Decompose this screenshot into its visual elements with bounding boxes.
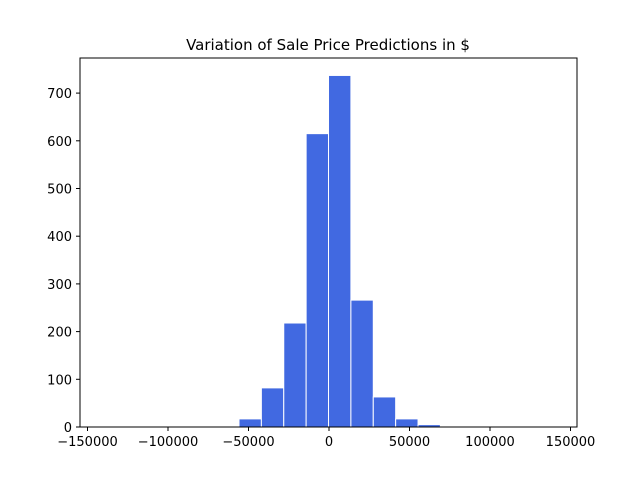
y-tick-label: 500 — [47, 183, 72, 198]
x-tick-label: 150000 — [546, 435, 596, 450]
y-axis-ticks: 0 100 200 300 400 500 600 700 — [47, 87, 80, 436]
y-tick-label: 0 — [64, 421, 72, 436]
y-tick-label: 600 — [47, 135, 72, 150]
x-tick-label: −50000 — [222, 435, 274, 450]
x-axis-ticks: −150000 −100000 −50000 0 50000 100000 150000 — [57, 427, 595, 450]
histogram-bar — [372, 396, 397, 428]
histogram-bar — [328, 74, 352, 428]
histogram-bar — [305, 133, 330, 428]
histogram-bar — [260, 387, 285, 428]
y-tick-label: 200 — [47, 326, 72, 341]
histogram-bar — [350, 299, 374, 428]
x-tick-label: 50000 — [389, 435, 430, 450]
x-tick-label: 100000 — [465, 435, 515, 450]
histogram-bar — [283, 322, 307, 428]
x-tick-label: −150000 — [57, 435, 118, 450]
y-tick-label: 100 — [47, 373, 72, 388]
y-tick-label: 300 — [47, 278, 72, 293]
histogram-bars — [238, 74, 464, 428]
chart-title: Variation of Sale Price Predictions in $ — [186, 36, 470, 54]
histogram-bar — [395, 418, 419, 428]
y-tick-label: 400 — [47, 230, 72, 245]
x-tick-label: −100000 — [138, 435, 199, 450]
y-tick-label: 700 — [47, 87, 72, 102]
x-tick-label: 0 — [325, 435, 333, 450]
histogram-bar — [238, 418, 262, 428]
